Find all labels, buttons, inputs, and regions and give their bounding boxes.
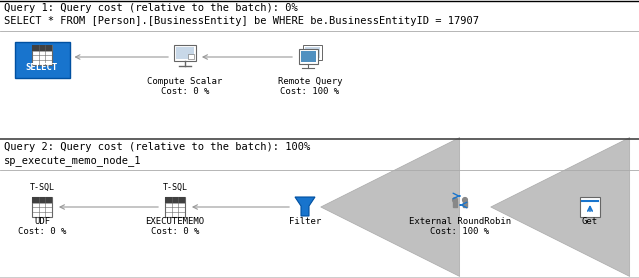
Bar [301, 51, 316, 62]
Text: Cost: 0 %: Cost: 0 % [18, 85, 66, 93]
Text: Filter: Filter [289, 217, 321, 225]
Bar [299, 49, 318, 64]
Bar [32, 45, 52, 51]
Text: SELECT * FROM [Person].[BusinessEntity] be WHERE be.BusinessEntityID = 17907: SELECT * FROM [Person].[BusinessEntity] … [4, 16, 479, 26]
Bar [303, 45, 321, 59]
Text: External RoundRobin: External RoundRobin [409, 217, 511, 225]
Text: UDF: UDF [34, 217, 50, 225]
Text: EXECUTEMEMO: EXECUTEMEMO [146, 217, 204, 225]
Polygon shape [295, 197, 315, 216]
Bar [174, 45, 196, 61]
Circle shape [452, 198, 458, 202]
Bar [32, 45, 52, 65]
Bar [580, 197, 600, 217]
Bar [0, 0, 639, 139]
Circle shape [463, 198, 467, 202]
Text: Query 1: Query cost (relative to the batch): 0%: Query 1: Query cost (relative to the bat… [4, 3, 298, 13]
Text: T-SQL: T-SQL [162, 182, 187, 192]
Bar [176, 47, 194, 58]
Bar [32, 197, 52, 203]
Bar [188, 53, 194, 58]
Text: SELECT: SELECT [26, 63, 58, 73]
Text: Cost: 0 %: Cost: 0 % [151, 227, 199, 235]
Text: Cost: 0 %: Cost: 0 % [18, 227, 66, 235]
Text: Query 2: Query cost (relative to the batch): 100%: Query 2: Query cost (relative to the bat… [4, 142, 311, 152]
Text: T-SQL: T-SQL [29, 182, 54, 192]
Bar [32, 197, 52, 217]
Bar [0, 139, 639, 278]
Bar [305, 47, 320, 58]
Bar [165, 197, 185, 217]
Bar [452, 201, 458, 207]
Text: Remote Query: Remote Query [278, 78, 343, 86]
Text: Compute Scalar: Compute Scalar [148, 78, 222, 86]
Bar [165, 197, 185, 203]
Text: Cost: 100 %: Cost: 100 % [281, 88, 339, 96]
Text: Cost: 100 %: Cost: 100 % [431, 227, 489, 235]
Text: Get: Get [582, 217, 598, 225]
Text: Cost: 0 %: Cost: 0 % [161, 88, 209, 96]
Bar [463, 201, 467, 207]
Bar [15, 42, 70, 78]
Text: sp_execute_memo_node_1: sp_execute_memo_node_1 [4, 155, 141, 166]
